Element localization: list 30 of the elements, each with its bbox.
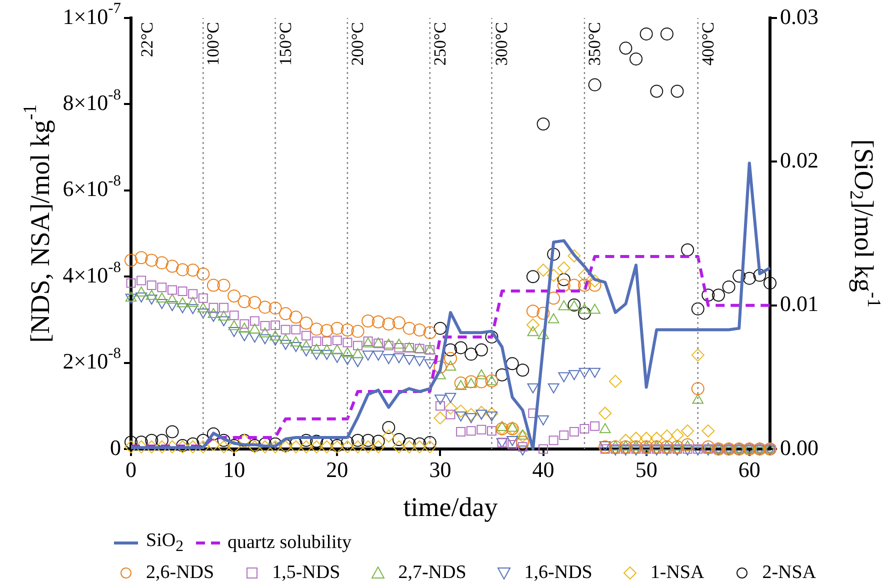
ref-line-label: 300°C xyxy=(492,22,512,66)
ref-line-label: 400°C xyxy=(698,22,718,66)
ref-line-label: 100°C xyxy=(204,22,223,66)
x-axis-title: time/day xyxy=(403,492,498,522)
y-axis-title: [NDS, NSA]/mol kg-1 xyxy=(20,104,56,343)
legend-label: 1,6-NDS xyxy=(524,562,592,584)
legend-label: quartz solubility xyxy=(228,532,352,554)
ref-line-label: 250°C xyxy=(430,22,450,66)
x-tick-label: 40 xyxy=(532,456,554,482)
ref-line-label: 350°C xyxy=(584,22,604,66)
legend-label: 2,6-NDS xyxy=(146,562,214,584)
y-tick-label: 0 xyxy=(110,434,121,460)
y2-tick-label: 0.01 xyxy=(780,291,818,316)
y2-tick-label: 0.03 xyxy=(780,4,818,29)
y2-tick-label: 0.02 xyxy=(780,147,818,172)
ref-line-label: 150°C xyxy=(276,22,295,66)
ref-line-label: 200°C xyxy=(348,22,367,66)
x-tick-label: 30 xyxy=(429,456,452,482)
x-tick-label: 10 xyxy=(223,456,246,482)
legend-label: SiO$_{2}$ xyxy=(146,530,184,556)
legend-label: 2,7-NDS xyxy=(398,562,466,584)
x-tick-label: 50 xyxy=(635,456,658,482)
y2-tick-label: 0.00 xyxy=(780,434,818,460)
x-tick-label: 20 xyxy=(326,456,348,482)
x-tick-label: 60 xyxy=(738,456,760,482)
legend-label: 1,5-NDS xyxy=(272,562,340,584)
y2-axis-title: [SiO2]/mol kg-1 xyxy=(845,139,883,308)
annotation: 22°C xyxy=(137,22,156,58)
legend-label: 1-NSA xyxy=(650,562,704,584)
legend-label: 2-NSA xyxy=(762,562,816,584)
